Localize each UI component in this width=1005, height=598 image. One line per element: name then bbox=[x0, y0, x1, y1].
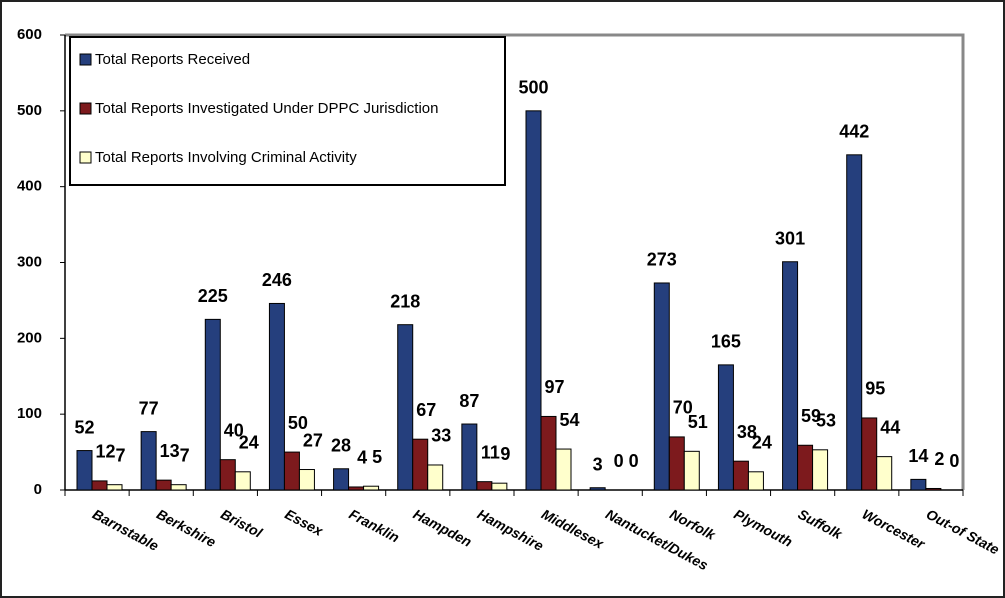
bar bbox=[732, 460, 749, 491]
bar bbox=[268, 302, 285, 491]
bar bbox=[298, 469, 315, 491]
bar bbox=[861, 417, 878, 491]
plot-border bbox=[65, 33, 965, 490]
value-label: 52 bbox=[74, 417, 94, 437]
value-label: 225 bbox=[198, 286, 228, 306]
bar bbox=[363, 485, 380, 491]
bar bbox=[555, 448, 572, 491]
value-label: 11 bbox=[481, 442, 500, 462]
bar bbox=[589, 487, 606, 491]
value-label: 12 bbox=[95, 442, 115, 462]
y-tick-label: 100 bbox=[17, 405, 42, 422]
bar bbox=[333, 468, 350, 491]
bar bbox=[204, 318, 221, 491]
bar bbox=[170, 484, 187, 491]
value-label: 7 bbox=[115, 445, 125, 465]
value-label: 442 bbox=[839, 122, 869, 142]
value-label: 0 bbox=[949, 451, 959, 471]
bar bbox=[476, 481, 493, 491]
y-tick-label: 200 bbox=[17, 329, 42, 346]
value-label: 246 bbox=[262, 270, 292, 290]
bar bbox=[876, 456, 893, 491]
value-label: 4 bbox=[357, 448, 367, 468]
bar bbox=[155, 479, 172, 491]
legend bbox=[69, 36, 506, 186]
legend-label: Total Reports Investigated Under DPPC Ju… bbox=[95, 100, 439, 117]
value-label: 3 bbox=[593, 454, 603, 474]
bar bbox=[540, 415, 557, 491]
value-label: 50 bbox=[288, 413, 308, 433]
value-label: 97 bbox=[544, 377, 564, 397]
y-tick-label: 0 bbox=[34, 481, 42, 498]
value-label: 87 bbox=[459, 391, 479, 411]
legend-swatch bbox=[79, 151, 92, 164]
value-label: 0 bbox=[614, 451, 624, 471]
bar bbox=[925, 487, 942, 491]
bar bbox=[348, 486, 365, 491]
y-tick-label: 500 bbox=[17, 102, 42, 119]
y-tick-label: 400 bbox=[17, 178, 42, 195]
value-label: 70 bbox=[673, 398, 693, 418]
bar bbox=[717, 364, 734, 491]
bar bbox=[427, 464, 444, 491]
value-label: 53 bbox=[816, 411, 836, 431]
value-label: 2 bbox=[934, 449, 944, 469]
bar bbox=[397, 324, 414, 491]
value-label: 7 bbox=[180, 445, 190, 465]
bar bbox=[91, 480, 108, 491]
value-label: 273 bbox=[647, 250, 677, 270]
bar bbox=[747, 471, 764, 491]
value-label: 33 bbox=[431, 426, 451, 446]
bar bbox=[491, 482, 508, 491]
value-label: 301 bbox=[775, 228, 805, 248]
value-label: 67 bbox=[416, 400, 436, 420]
bar bbox=[283, 451, 300, 491]
bar bbox=[782, 261, 799, 491]
value-label: 95 bbox=[865, 379, 885, 399]
value-label: 27 bbox=[303, 430, 323, 450]
bar bbox=[525, 110, 542, 491]
value-label: 5 bbox=[372, 447, 382, 467]
value-label: 218 bbox=[390, 291, 420, 311]
bar bbox=[412, 438, 429, 491]
legend-label: Total Reports Received bbox=[95, 51, 250, 68]
value-label: 165 bbox=[711, 332, 741, 352]
value-label: 28 bbox=[331, 436, 351, 456]
bar bbox=[140, 431, 157, 491]
value-label: 51 bbox=[688, 412, 708, 432]
value-label: 44 bbox=[880, 417, 900, 437]
value-label: 40 bbox=[224, 420, 244, 440]
bar bbox=[106, 484, 123, 491]
legend-label: Total Reports Involving Criminal Activit… bbox=[95, 149, 357, 166]
bar bbox=[846, 154, 863, 491]
bar bbox=[76, 450, 93, 491]
value-label: 38 bbox=[737, 422, 757, 442]
bar bbox=[234, 471, 251, 491]
value-label: 13 bbox=[160, 441, 180, 461]
value-label: 59 bbox=[801, 406, 821, 426]
y-tick-label: 300 bbox=[17, 253, 42, 270]
bar bbox=[683, 450, 700, 491]
bar bbox=[910, 478, 927, 491]
bar bbox=[797, 444, 814, 491]
value-label: 54 bbox=[559, 410, 579, 430]
value-label: 24 bbox=[752, 433, 772, 453]
y-tick-label: 600 bbox=[17, 26, 42, 43]
value-label: 14 bbox=[908, 446, 928, 466]
bar bbox=[461, 423, 478, 491]
bar bbox=[653, 282, 670, 491]
value-label: 9 bbox=[500, 444, 510, 464]
value-label: 0 bbox=[629, 451, 639, 471]
legend-swatch bbox=[79, 102, 92, 115]
value-label: 500 bbox=[518, 78, 548, 98]
value-label: 77 bbox=[139, 398, 159, 418]
bar bbox=[668, 436, 685, 491]
bar bbox=[219, 459, 236, 491]
value-label: 24 bbox=[239, 433, 259, 453]
legend-swatch bbox=[79, 53, 92, 66]
bar bbox=[812, 449, 829, 491]
